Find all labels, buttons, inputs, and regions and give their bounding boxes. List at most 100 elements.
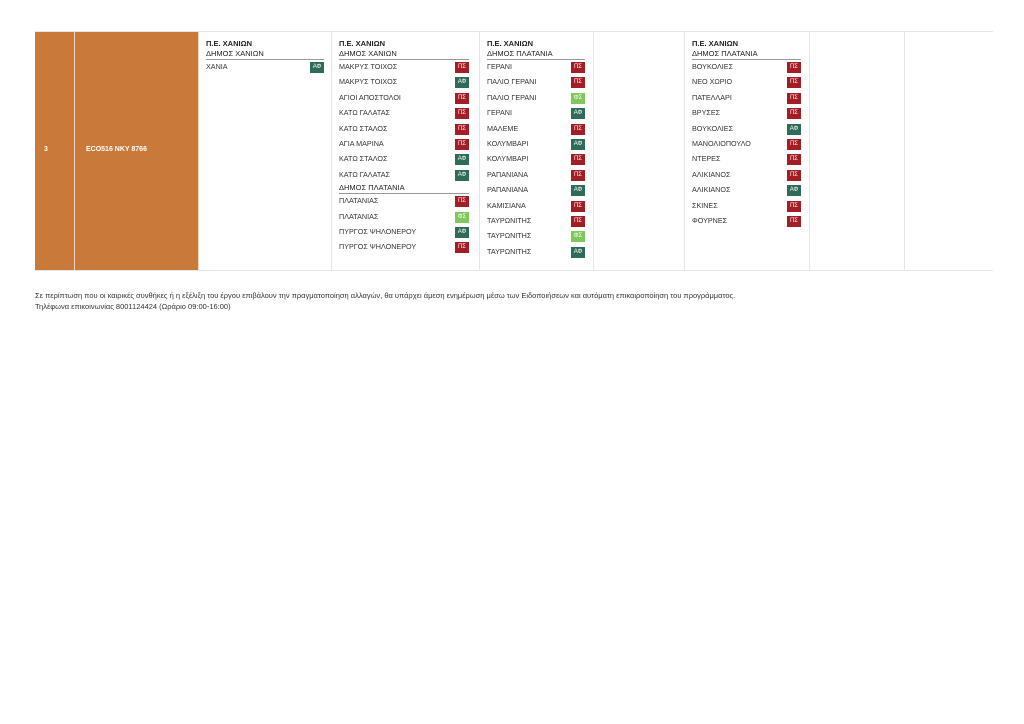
service-type-badge: ΦΣ xyxy=(571,92,585,104)
location-name: ΚΟΛΥΜΒΑΡΙ xyxy=(487,138,529,148)
location-row: ΓΕΡΑΝΙ ΠΣ xyxy=(487,60,585,75)
location-name: ΠΥΡΓΟΣ ΨΗΛΟΝΕΡΟΥ xyxy=(339,226,417,236)
service-type-badge: ΑΦ xyxy=(787,123,801,135)
service-type-badge: ΦΣ xyxy=(571,231,585,243)
footer-phone: Τηλέφωνα επικοινωνίας 8001124424 (Ωράριο… xyxy=(35,302,231,311)
service-type-badge: ΦΣ xyxy=(455,211,469,223)
location-row: ΤΑΥΡΩΝΙΤΗΣ ΦΣ xyxy=(487,229,585,244)
service-type-badge: ΠΣ xyxy=(787,92,801,104)
service-type-badge: ΑΦ xyxy=(455,154,469,166)
location-name: ΦΟΥΡΝΕΣ xyxy=(692,215,728,225)
location-name: ΠΑΤΕΛΛΑΡΙ xyxy=(692,92,732,102)
service-type-badge: ΠΣ xyxy=(571,123,585,135)
location-name: ΚΑΤΩ ΓΑΛΑΤΑΣ xyxy=(339,169,390,179)
location-row: ΝΤΕΡΕΣ ΠΣ xyxy=(692,152,801,167)
location-name: ΠΛΑΤΑΝΙΑΣ xyxy=(339,211,379,221)
service-type-badge: ΑΦ xyxy=(455,169,469,181)
location-name: ΑΛΙΚΙΑΝΟΣ xyxy=(692,169,731,179)
service-type-badge: ΑΦ xyxy=(455,226,469,238)
location-row: ΠΛΑΤΑΝΙΑΣ ΠΣ xyxy=(339,194,469,209)
service-type-badge: ΑΦ xyxy=(310,62,324,73)
location-name: ΠΛΑΤΑΝΙΑΣ xyxy=(339,196,379,206)
location-name: ΣΚΙΝΕΣ xyxy=(692,200,718,210)
row-number-cell: 3 xyxy=(35,32,75,270)
location-name: ΡΑΠΑΝΙΑΝΑ xyxy=(487,185,529,195)
location-name: ΠΑΛΙΟ ΓΕΡΑΝΙ xyxy=(487,77,537,87)
location-row: ΑΛΙΚΙΑΝΟΣ ΑΦ xyxy=(692,183,801,198)
location-name: ΒΟΥΚΟΛΙΕΣ xyxy=(692,123,734,133)
location-name: ΠΑΛΙΟ ΓΕΡΑΝΙ xyxy=(487,92,537,102)
municipality-heading: ΔΗΜΟΣ ΠΛΑΤΑΝΙΑ xyxy=(339,183,469,195)
service-type-badge: ΑΦ xyxy=(571,138,585,150)
location-row: ΠΑΛΙΟ ΓΕΡΑΝΙ ΦΣ xyxy=(487,91,585,106)
location-row: ΜΑΚΡΥΣ ΤΟΙΧΟΣ ΑΦ xyxy=(339,75,469,90)
location-row: ΜΑΚΡΥΣ ΤΟΙΧΟΣ ΠΣ xyxy=(339,60,469,75)
column-divider xyxy=(331,32,332,270)
location-row: ΑΛΙΚΙΑΝΟΣ ΠΣ xyxy=(692,168,801,183)
vehicle-code: ECO516 NKY 8766 xyxy=(86,146,147,153)
location-row: ΑΓΙΑ ΜΑΡΙΝΑ ΠΣ xyxy=(339,137,469,152)
location-row: ΤΑΥΡΩΝΙΤΗΣ ΑΦ xyxy=(487,245,585,260)
location-row: ΚΑΜΙΣΙΑΝΑ ΠΣ xyxy=(487,199,585,214)
regional-unit-heading: Π.Ε. ΧΑΝΙΩΝ xyxy=(487,39,534,48)
location-row: ΦΟΥΡΝΕΣ ΠΣ xyxy=(692,214,801,229)
service-type-badge: ΠΣ xyxy=(455,62,469,73)
location-row: ΠΛΑΤΑΝΙΑΣ ΦΣ xyxy=(339,210,469,225)
service-type-badge: ΠΣ xyxy=(455,108,469,120)
area-group: Π.Ε. ΧΑΝΙΩΝ ΔΗΜΟΣ ΠΛΑΤΑΝΙΑ ΒΟΥΚΟΛΙΕΣ ΠΣ ΝΕΟ … xyxy=(692,39,801,229)
service-type-badge: ΠΣ xyxy=(787,77,801,89)
location-row: ΠΥΡΓΟΣ ΨΗΛΟΝΕΡΟΥ ΠΣ xyxy=(339,240,469,255)
location-row: ΧΑΝΙΑ ΑΦ xyxy=(206,60,324,75)
row-number: 3 xyxy=(44,146,48,153)
location-row: ΠΥΡΓΟΣ ΨΗΛΟΝΕΡΟΥ ΑΦ xyxy=(339,225,469,240)
area-group: Π.Ε. ΧΑΝΙΩΝ ΔΗΜΟΣ ΧΑΝΙΩΝ ΜΑΚΡΥΣ ΤΟΙΧΟΣ ΠΣ ΜΑ… xyxy=(339,39,469,256)
regional-unit-heading: Π.Ε. ΧΑΝΙΩΝ xyxy=(339,39,386,48)
service-type-badge: ΑΦ xyxy=(455,77,469,89)
service-type-badge: ΠΣ xyxy=(571,215,585,227)
location-row: ΚΑΤΩ ΣΤΑΛΟΣ ΠΣ xyxy=(339,122,469,137)
regional-unit-heading: Π.Ε. ΧΑΝΙΩΝ xyxy=(692,39,739,48)
service-type-badge: ΠΣ xyxy=(455,138,469,150)
municipality-heading: ΔΗΜΟΣ ΧΑΝΙΩΝ xyxy=(339,49,469,60)
service-type-badge: ΑΦ xyxy=(571,108,585,120)
location-name: ΚΟΛΥΜΒΑΡΙ xyxy=(487,154,529,164)
column-divider xyxy=(684,32,685,270)
service-type-badge: ΠΣ xyxy=(571,200,585,212)
column-divider xyxy=(593,32,594,270)
location-name: ΠΥΡΓΟΣ ΨΗΛΟΝΕΡΟΥ xyxy=(339,242,417,252)
location-name: ΓΕΡΑΝΙ xyxy=(487,108,512,118)
service-type-badge: ΠΣ xyxy=(787,154,801,166)
location-name: ΑΓΙΑ ΜΑΡΙΝΑ xyxy=(339,138,384,148)
location-name: ΤΑΥΡΩΝΙΤΗΣ xyxy=(487,215,532,225)
service-type-badge: ΑΦ xyxy=(787,185,801,197)
service-type-badge: ΠΣ xyxy=(571,77,585,89)
service-type-badge: ΠΣ xyxy=(455,92,469,104)
location-row: ΝΕΟ ΧΩΡΙΟ ΠΣ xyxy=(692,75,801,90)
location-name: ΚΑΤΩ ΓΑΛΑΤΑΣ xyxy=(339,108,390,118)
location-name: ΑΓΙΟΙ ΑΠΟΣΤΟΛΟΙ xyxy=(339,92,401,102)
column-divider xyxy=(904,32,905,270)
location-name: ΜΑΝΟΛΙΟΠΟΥΛΟ xyxy=(692,138,751,148)
location-row: ΒΡΥΣΕΣ ΠΣ xyxy=(692,106,801,121)
service-type-badge: ΑΦ xyxy=(571,185,585,197)
vehicle-code-cell: ECO516 NKY 8766 xyxy=(75,32,199,270)
location-row: ΜΑΝΟΛΙΟΠΟΥΛΟ ΠΣ xyxy=(692,137,801,152)
location-name: ΤΑΥΡΩΝΙΤΗΣ xyxy=(487,246,532,256)
location-row: ΒΟΥΚΟΛΙΕΣ ΑΦ xyxy=(692,122,801,137)
service-type-badge: ΠΣ xyxy=(787,108,801,120)
location-name: ΤΑΥΡΩΝΙΤΗΣ xyxy=(487,231,532,241)
location-name: ΚΑΤΩ ΣΤΑΛΟΣ xyxy=(339,123,388,133)
service-type-badge: ΠΣ xyxy=(787,62,801,73)
service-type-badge: ΠΣ xyxy=(571,154,585,166)
location-row: ΚΑΤΩ ΓΑΛΑΤΑΣ ΑΦ xyxy=(339,168,469,183)
location-row: ΜΑΛΕΜΕ ΠΣ xyxy=(487,122,585,137)
area-group: Π.Ε. ΧΑΝΙΩΝ ΔΗΜΟΣ ΠΛΑΤΑΝΙΑ ΓΕΡΑΝΙ ΠΣ ΠΑΛΙΟ Γ… xyxy=(487,39,585,260)
service-type-badge: ΠΣ xyxy=(455,242,469,254)
location-row: ΡΑΠΑΝΙΑΝΑ ΑΦ xyxy=(487,183,585,198)
location-row: ΚΟΛΥΜΒΑΡΙ ΠΣ xyxy=(487,152,585,167)
location-name: ΚΑΤΩ ΣΤΑΛΟΣ xyxy=(339,154,388,164)
schedule-table: 3 ECO516 NKY 8766 Π.Ε. ΧΑΝΙΩΝ ΔΗΜΟΣ ΧΑΝΙΩ… xyxy=(35,31,993,271)
location-name: ΡΑΠΑΝΙΑΝΑ xyxy=(487,169,529,179)
service-type-badge: ΠΣ xyxy=(787,200,801,212)
location-row: ΠΑΤΕΛΛΑΡΙ ΠΣ xyxy=(692,91,801,106)
